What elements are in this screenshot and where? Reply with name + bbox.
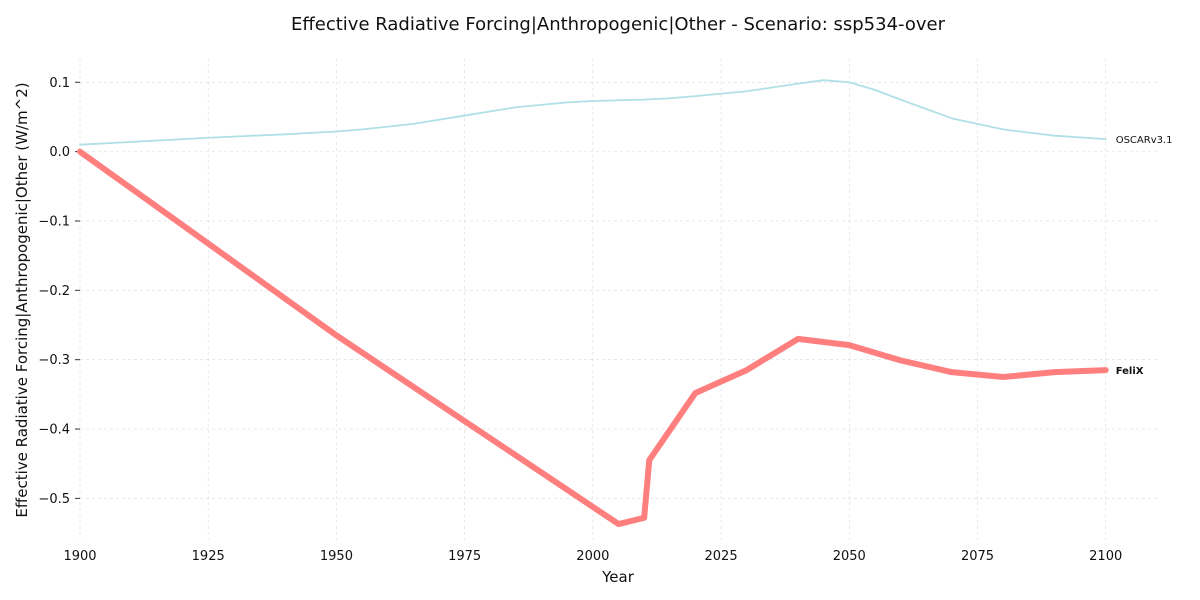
series-line-felix [77,148,1109,528]
series-layer [77,79,1109,528]
series-end-label: FeliX [1116,366,1144,377]
y-tick-label: 0.0 [49,145,70,160]
x-tick-label: 1900 [63,549,96,564]
chart-title: Effective Radiative Forcing|Anthropogeni… [291,14,946,35]
series-label-layer: OSCARv3.1 FeliX [1116,135,1173,377]
x-axis-label: Year [601,568,635,586]
y-tick-label: −0.1 [38,214,70,229]
y-tick-label: 0.1 [49,76,70,91]
x-tick-label: 2100 [1089,549,1122,564]
y-tick-label: −0.5 [38,492,70,507]
x-tick-label: 1950 [320,549,353,564]
x-tick-label: 2050 [833,549,866,564]
y-tick-label: −0.4 [38,423,70,438]
series-end-label: OSCARv3.1 [1116,135,1173,146]
grid-layer [79,58,1157,540]
x-tick-label: 2025 [705,549,738,564]
x-tick-label: 2075 [961,549,994,564]
axis-layer: 1900 1925 1950 1975 2000 2025 2050 2075 2100 0.1 0… [38,76,1122,564]
y-tick-label: −0.3 [38,353,70,368]
series-line-oscarv3-1 [79,79,1107,146]
x-tick-label: 2000 [576,549,609,564]
y-axis-label: Effective Radiative Forcing|Anthropogeni… [13,82,31,517]
y-tick-label: −0.2 [38,284,70,299]
x-tick-label: 1925 [192,549,225,564]
x-tick-label: 1975 [448,549,481,564]
